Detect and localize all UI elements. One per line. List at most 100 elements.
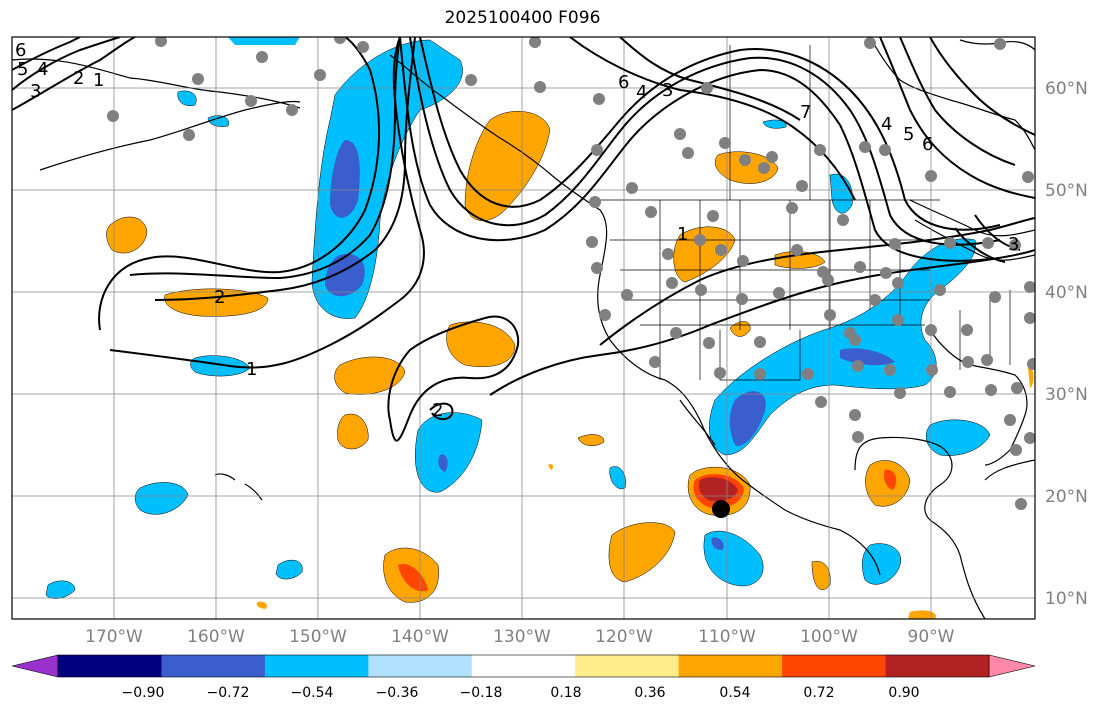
contour-lines: [12, 37, 1035, 442]
station-dot: [626, 182, 638, 194]
station-dot: [802, 368, 814, 380]
colorbar-max-extend: [988, 654, 1036, 678]
station-dot: [754, 336, 766, 348]
station-dot: [662, 248, 674, 260]
station-dot: [944, 237, 956, 249]
map-border: [11, 36, 1036, 620]
contour-label: 6: [15, 40, 26, 61]
station-dot: [1027, 358, 1035, 370]
lat-label: 10°N: [1045, 589, 1088, 609]
lon-label: 120°W: [595, 627, 653, 647]
station-dot: [155, 37, 167, 47]
station-dot: [739, 154, 751, 166]
station-dot: [754, 368, 766, 380]
station-dot: [926, 364, 938, 376]
contour-label: 2: [73, 68, 84, 89]
station-dot: [944, 386, 956, 398]
station-dot: [591, 144, 603, 156]
station-dot: [989, 291, 1001, 303]
lon-label: 160°W: [187, 627, 245, 647]
contour-label: 2: [214, 287, 225, 308]
lon-label: 130°W: [493, 627, 551, 647]
lon-label: 110°W: [698, 627, 756, 647]
station-dot: [357, 41, 369, 53]
station-dot: [674, 128, 686, 140]
station-dot: [529, 37, 541, 48]
station-dot: [334, 37, 346, 44]
station-dot: [715, 244, 727, 256]
station-dot: [314, 69, 326, 81]
lat-label: 20°N: [1045, 487, 1088, 507]
colorbar-tick-label: 0.18: [550, 685, 581, 701]
lon-label: 140°W: [391, 627, 449, 647]
station-dot: [981, 354, 993, 366]
station-dot: [815, 396, 827, 408]
lat-label: 50°N: [1045, 181, 1088, 201]
colorbar-tick-label: 0.54: [719, 685, 750, 701]
station-dot: [666, 277, 678, 289]
station-dot: [107, 110, 119, 122]
station-dot: [962, 356, 974, 368]
station-dot: [884, 364, 896, 376]
contour-label: 1: [93, 70, 104, 91]
station-dot: [465, 74, 477, 86]
shaded-anomaly-regions: [45, 37, 1034, 619]
station-dot: [796, 180, 808, 192]
colorbar-cell: [264, 655, 369, 677]
colorbar-tick-label: −0.90: [122, 685, 165, 701]
contour-label: 3: [30, 81, 41, 102]
colorbar-cell: [885, 655, 990, 677]
station-dot: [864, 37, 876, 49]
station-dot: [854, 261, 866, 273]
station-dot: [892, 314, 904, 326]
station-dot: [586, 236, 598, 248]
map-title: 2025100400 F096: [444, 8, 601, 28]
contour-label: 2: [432, 400, 443, 421]
colorbar-tick-label: 0.36: [634, 685, 665, 701]
colorbar-cell: [678, 655, 783, 677]
lon-label: 170°W: [85, 627, 143, 647]
station-dot: [183, 129, 195, 141]
station-dot: [1022, 171, 1034, 183]
station-dot: [766, 151, 778, 163]
contour-label: 7: [800, 102, 811, 123]
station-dot: [852, 431, 864, 443]
station-dot: [534, 81, 546, 93]
station-dot: [591, 262, 603, 274]
station-dot: [286, 104, 298, 116]
station-dot: [1024, 281, 1035, 293]
station-dot: [786, 202, 798, 214]
colorbar-tick-label: −0.72: [207, 685, 250, 701]
station-dot: [599, 309, 611, 321]
colorbar-tick-label: 0.72: [803, 685, 834, 701]
station-dot: [645, 206, 657, 218]
station-dot: [695, 284, 707, 296]
station-dot: [192, 73, 204, 85]
station-dot: [859, 141, 871, 153]
station-dot: [880, 267, 892, 279]
colorbar-tick-labels: −0.90 −0.72 −0.54 −0.36 −0.18 0.18 0.36 …: [122, 685, 920, 701]
colorbar-cell: [575, 655, 680, 677]
station-dot: [670, 327, 682, 339]
colorbar-cell: [782, 655, 887, 677]
station-dot: [245, 95, 257, 107]
contour-label: 1: [246, 359, 257, 380]
station-dot: [837, 214, 849, 226]
colorbar: [11, 654, 1036, 678]
station-dot: [925, 324, 937, 336]
station-dot: [719, 137, 731, 149]
storm-center-marker: [712, 500, 730, 518]
colorbar-cell: [161, 655, 266, 677]
station-dot: [589, 196, 601, 208]
colorbar-tick-label: −0.54: [291, 685, 334, 701]
lat-label: 60°N: [1045, 79, 1088, 99]
lat-label: 40°N: [1045, 283, 1088, 303]
station-dot: [621, 289, 633, 301]
contour-label-group: 6 5 4 3 2 1 2 1 7 6 4 3 4 5 6 1 3 2: [15, 40, 1019, 421]
colorbar-tick-label: 0.90: [888, 685, 919, 701]
station-dot: [1004, 414, 1016, 426]
station-dot: [703, 337, 715, 349]
station-dot: [714, 367, 726, 379]
contour-label: 5: [903, 124, 914, 145]
colorbar-cell: [471, 655, 576, 677]
